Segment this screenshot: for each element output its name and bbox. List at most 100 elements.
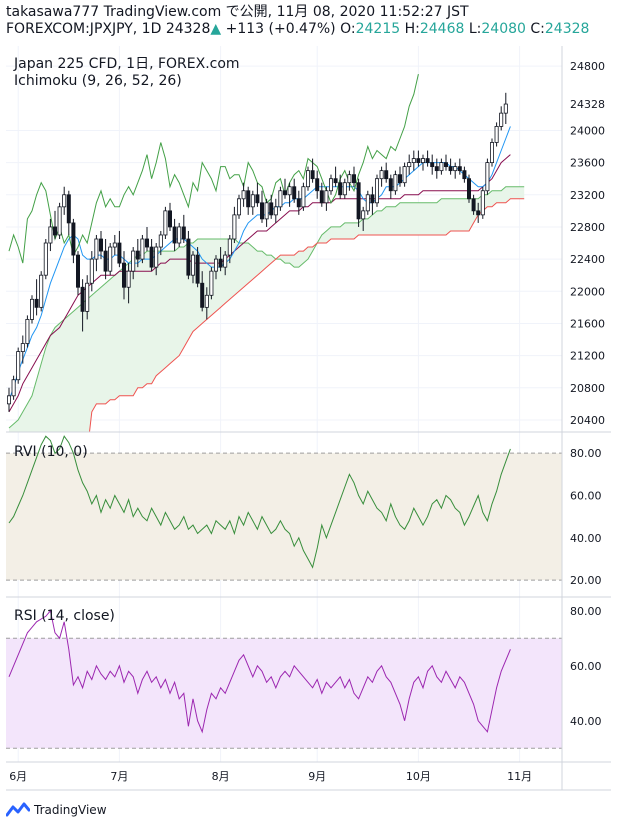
candle	[370, 186, 375, 215]
candle	[223, 251, 228, 276]
candle	[397, 166, 402, 187]
candle	[278, 186, 283, 211]
candle	[200, 271, 205, 312]
candle-body	[407, 162, 412, 168]
candle	[255, 182, 260, 207]
candle	[407, 154, 412, 175]
candle-body	[200, 282, 205, 308]
candle-body	[236, 198, 241, 216]
candle-body	[411, 158, 416, 164]
symbol-ohlc-line: FOREXCOM:JPXJPY, 1D 24328▲ +113 (+0.47%)…	[6, 21, 589, 38]
candle-body	[439, 162, 444, 172]
ichimoku-label[interactable]: Ichimoku (9, 26, 52, 26)	[14, 73, 182, 89]
candle-body	[34, 298, 39, 308]
candle-body	[250, 194, 255, 208]
candle	[420, 154, 425, 171]
candle	[246, 186, 251, 215]
candle	[361, 206, 366, 231]
candle-body	[232, 214, 237, 240]
candle	[393, 170, 398, 195]
candle-body	[485, 162, 490, 192]
candle	[149, 239, 154, 272]
candle-body	[416, 158, 421, 164]
candle-body	[287, 186, 292, 196]
candle-body	[149, 246, 154, 268]
time-axis-label: 6月	[9, 770, 27, 783]
candle	[439, 158, 444, 175]
candle	[236, 194, 241, 219]
candle	[190, 251, 195, 284]
price-axis-label: 20800	[570, 382, 605, 395]
candle-body	[186, 238, 191, 276]
candle-body	[374, 178, 379, 204]
candle	[453, 162, 458, 179]
candle-body	[384, 170, 389, 180]
candle	[71, 218, 76, 264]
price-axis-label: 20400	[570, 414, 605, 427]
candle	[181, 214, 186, 244]
candle-body	[76, 254, 81, 288]
price-axis-label: 24800	[570, 60, 605, 73]
kumo-cloud	[9, 186, 525, 432]
candle	[209, 267, 214, 300]
candle	[315, 170, 320, 199]
candle-body	[333, 178, 338, 184]
candle	[80, 279, 85, 332]
candle	[319, 182, 324, 207]
candle-body	[420, 158, 425, 164]
candle	[122, 251, 127, 300]
candle-body	[347, 174, 352, 184]
rvi-line	[8, 435, 511, 569]
candle	[411, 150, 416, 171]
candle	[163, 206, 168, 239]
high-value: 24468	[419, 21, 465, 37]
candle-body	[131, 250, 136, 272]
candle	[126, 263, 131, 304]
candle	[259, 190, 264, 223]
candle-body	[85, 282, 90, 312]
candle-body	[425, 158, 430, 164]
candle	[347, 170, 352, 191]
candle	[53, 210, 58, 239]
footer-brand: TradingView	[34, 803, 107, 817]
candle-body	[43, 242, 48, 276]
candle	[480, 186, 485, 219]
candle	[43, 239, 48, 280]
candle-body	[57, 206, 62, 236]
candle-body	[503, 103, 508, 114]
candle	[62, 186, 67, 215]
candle	[310, 158, 315, 183]
senkou-span-a-line	[8, 186, 525, 429]
candle-body	[292, 186, 297, 200]
candle-body	[53, 226, 58, 236]
price-axis-label: 23200	[570, 189, 605, 202]
candle	[154, 243, 159, 276]
rsi-axis-label: 60.00	[570, 660, 602, 673]
candle-body	[163, 210, 168, 236]
footer: TradingView	[6, 800, 107, 820]
candle	[218, 247, 223, 272]
candle	[273, 198, 278, 223]
candle-body	[310, 170, 315, 180]
candle-body	[71, 222, 76, 256]
candle	[66, 190, 71, 235]
candle	[287, 182, 292, 207]
rsi-label[interactable]: RSI (14, close)	[14, 608, 115, 624]
candle-body	[126, 270, 131, 288]
rsi-axis-label: 40.00	[570, 715, 602, 728]
candle-body	[213, 258, 218, 272]
candle	[342, 178, 347, 199]
candle-body	[259, 202, 264, 220]
candle	[227, 234, 232, 264]
candle-body	[443, 162, 448, 168]
candle-body	[328, 178, 333, 192]
candle-body	[457, 166, 462, 172]
candle-body	[269, 202, 274, 216]
candle-body	[181, 226, 186, 240]
rvi-label[interactable]: RVI (10, 0)	[14, 444, 88, 460]
candle-body	[301, 186, 306, 208]
candle	[16, 347, 21, 384]
rvi-axis-label: 40.00	[570, 532, 602, 545]
